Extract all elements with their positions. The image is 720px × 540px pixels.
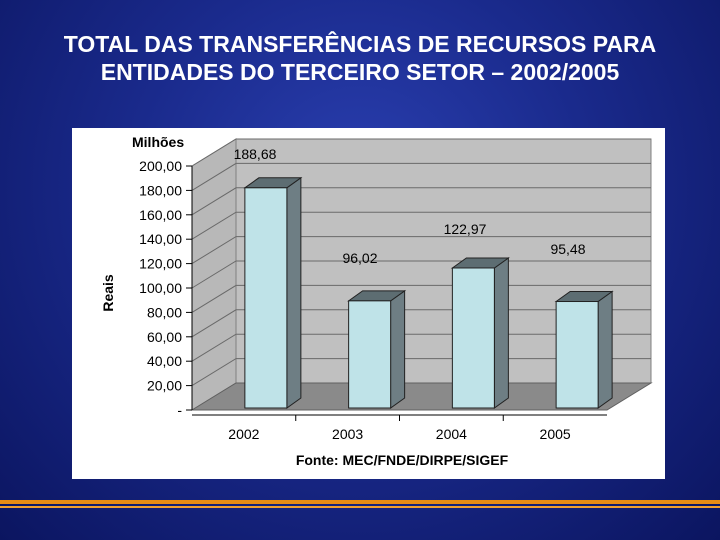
gridline — [191, 260, 651, 289]
bar — [243, 176, 303, 409]
y-tick-label: 100,00 — [139, 280, 182, 296]
bar-front — [451, 267, 495, 409]
footer-accent-line-thin — [0, 506, 720, 508]
gridline — [191, 162, 651, 191]
bar-chart: - 20,00 40,00 60,00 80,00 100,00 120,00 140,00 1… — [100, 134, 653, 468]
x-tick-label: 2004 — [436, 426, 467, 442]
bar-side — [597, 290, 613, 409]
gridline — [191, 211, 651, 240]
footer-accent-line — [0, 500, 720, 504]
gridline — [191, 333, 651, 362]
bar — [347, 289, 407, 409]
bar-front — [348, 300, 392, 409]
gridline — [191, 236, 651, 265]
y-tick-label: 80,00 — [147, 304, 182, 320]
data-label: 96,02 — [342, 250, 377, 266]
unit-label: Milhões — [132, 134, 184, 150]
chart-panel: - 20,00 40,00 60,00 80,00 100,00 120,00 140,00 1… — [72, 128, 665, 479]
data-label: 188,68 — [234, 146, 277, 162]
y-tick-label: 140,00 — [139, 231, 182, 247]
y-tick-label: 160,00 — [139, 207, 182, 223]
y-tick-label: 120,00 — [139, 256, 182, 272]
bar — [450, 257, 510, 409]
data-label: 122,97 — [444, 221, 487, 237]
gridline — [191, 284, 651, 313]
gridline — [191, 138, 651, 167]
y-tick-label: 60,00 — [147, 329, 182, 345]
bar — [554, 290, 614, 409]
y-tick-label: 180,00 — [139, 182, 182, 198]
gridline — [191, 309, 651, 338]
bar-side — [286, 176, 302, 409]
x-tick-label: 2002 — [228, 426, 259, 442]
title-line-2: ENTIDADES DO TERCEIRO SETOR – 2002/2005 — [100, 59, 620, 85]
slide-title: TOTAL DAS TRANSFERÊNCIAS DE RECURSOS PAR… — [20, 30, 700, 86]
bar-front — [555, 301, 599, 409]
x-tick-label: 2005 — [540, 426, 571, 442]
bar-side — [493, 257, 509, 409]
gridline — [191, 358, 651, 387]
y-tick-label: 40,00 — [147, 353, 182, 369]
y-tick-label: - — [177, 402, 182, 418]
gridline — [191, 187, 651, 216]
chart-floor — [190, 382, 653, 411]
y-axis-label: Reais — [100, 274, 116, 312]
bar-side — [390, 289, 406, 409]
x-tick-label: 2003 — [332, 426, 363, 442]
data-label: 95,48 — [550, 241, 585, 257]
source-note: Fonte: MEC/FNDE/DIRPE/SIGEF — [296, 452, 509, 468]
y-tick-label: 20,00 — [147, 378, 182, 394]
y-tick-label: 200,00 — [139, 158, 182, 174]
title-line-1: TOTAL DAS TRANSFERÊNCIAS DE RECURSOS PAR… — [63, 31, 657, 57]
bar-front — [244, 187, 288, 409]
